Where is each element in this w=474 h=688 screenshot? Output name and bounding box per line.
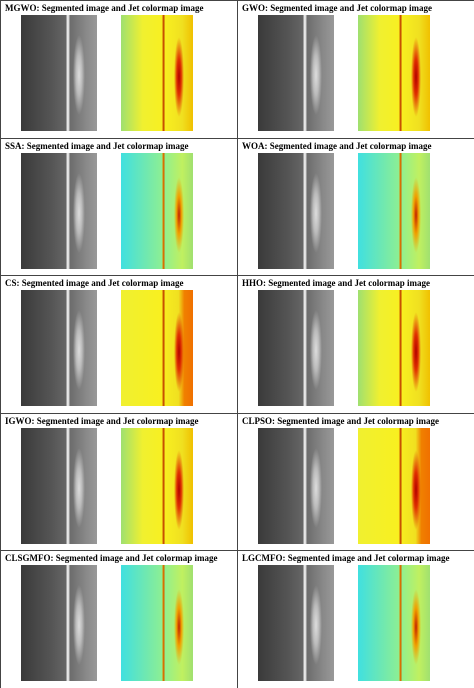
segmented-image: [258, 290, 334, 407]
panel: CS: Segmented image and Jet colormap ima…: [0, 275, 238, 414]
segmented-image: [21, 290, 97, 407]
panel: MGWO: Segmented image and Jet colormap i…: [0, 0, 238, 139]
panel: CLPSO: Segmented image and Jet colormap …: [237, 412, 474, 552]
jet-colormap-image: [358, 427, 430, 544]
panel-title: SSA: Segmented image and Jet colormap im…: [5, 140, 189, 151]
segmented-image: [258, 427, 334, 544]
panel-title: CLPSO: Segmented image and Jet colormap …: [242, 415, 439, 426]
panel: WOA: Segmented image and Jet colormap im…: [237, 137, 474, 277]
segmented-image: [21, 427, 97, 544]
jet-colormap-image: [358, 565, 430, 682]
panel: GWO: Segmented image and Jet colormap im…: [237, 0, 474, 139]
jet-colormap-image: [121, 15, 193, 131]
panel-title: GWO: Segmented image and Jet colormap im…: [242, 3, 432, 13]
segmented-image: [21, 15, 97, 131]
segmented-image: [258, 565, 334, 682]
panel-title: IGWO: Segmented image and Jet colormap i…: [5, 415, 199, 426]
panel-title: MGWO: Segmented image and Jet colormap i…: [5, 3, 204, 13]
jet-colormap-image: [358, 15, 430, 131]
jet-colormap-image: [121, 427, 193, 544]
panel: LGCMFO: Segmented image and Jet colormap…: [237, 550, 474, 688]
jet-colormap-image: [358, 152, 430, 269]
panel: CLSGMFO: Segmented image and Jet colorma…: [0, 550, 238, 688]
panel: HHO: Segmented image and Jet colormap im…: [237, 275, 474, 414]
segmented-image: [21, 152, 97, 269]
panel-title: CS: Segmented image and Jet colormap ima…: [5, 278, 184, 289]
segmented-image: [21, 565, 97, 682]
segmented-image: [258, 15, 334, 131]
panel-title: LGCMFO: Segmented image and Jet colormap…: [242, 553, 450, 564]
jet-colormap-image: [358, 290, 430, 407]
panel-title: HHO: Segmented image and Jet colormap im…: [242, 278, 430, 289]
panel-title: CLSGMFO: Segmented image and Jet colorma…: [5, 553, 218, 564]
panel-title: WOA: Segmented image and Jet colormap im…: [242, 140, 432, 151]
panel: SSA: Segmented image and Jet colormap im…: [0, 137, 238, 277]
jet-colormap-image: [121, 565, 193, 682]
jet-colormap-image: [121, 290, 193, 407]
jet-colormap-image: [121, 152, 193, 269]
segmented-image: [258, 152, 334, 269]
panel: IGWO: Segmented image and Jet colormap i…: [0, 412, 238, 552]
